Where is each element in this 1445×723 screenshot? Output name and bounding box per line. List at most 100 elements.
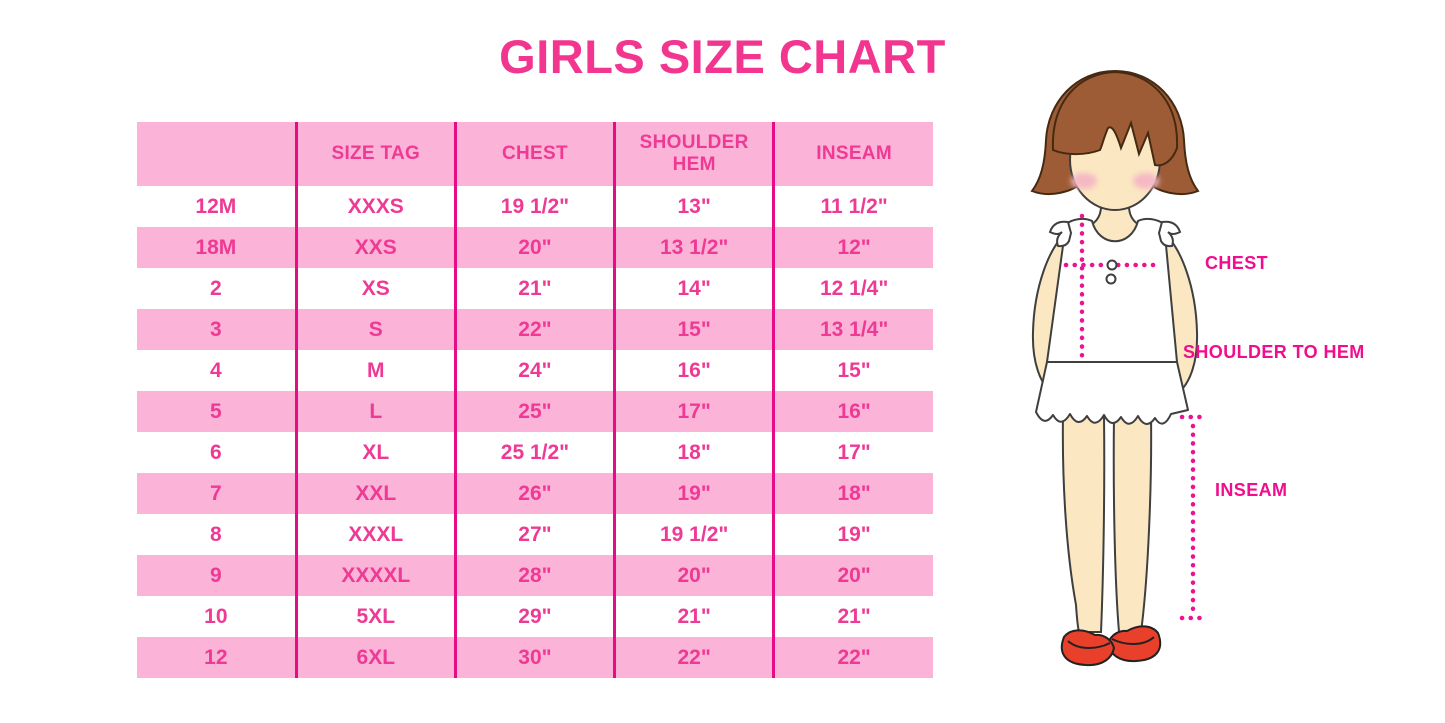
- col-header-shoulder-hem: SHOULDER HEM: [613, 122, 774, 186]
- left-shoe-strap: [1067, 640, 1111, 649]
- size-tag-cell: S: [294, 309, 456, 350]
- inseam-cell: 18": [772, 473, 933, 514]
- chest-cell: 26": [453, 473, 615, 514]
- table-header: SIZE TAG CHEST SHOULDER HEM INSEAM: [137, 122, 933, 186]
- shirt-button: [1106, 259, 1118, 271]
- shoulder-hem-cell: 20": [613, 555, 774, 596]
- table-row: 8 XXXL 27" 19 1/2" 19": [137, 514, 933, 555]
- col-header-inseam: INSEAM: [772, 122, 933, 186]
- shoulder-hem-cell: 18": [613, 432, 774, 473]
- table-row: 12M XXXS 19 1/2" 13" 11 1/2": [137, 186, 933, 227]
- measurement-figure: CHEST SHOULDER TO HEM INSEAM: [1000, 40, 1445, 710]
- table-body: 12M XXXS 19 1/2" 13" 11 1/2" 18M XXS 20"…: [137, 186, 933, 678]
- table-row: 3 S 22" 15" 13 1/4": [137, 309, 933, 350]
- shoulder-hem-cell: 19": [613, 473, 774, 514]
- size-cell: 6: [137, 432, 297, 473]
- size-tag-cell: XXS: [294, 227, 456, 268]
- col-header-chest: CHEST: [453, 122, 615, 186]
- size-tag-cell: M: [294, 350, 456, 391]
- size-tag-cell: XXXL: [294, 514, 456, 555]
- table-row: 10 5XL 29" 21" 21": [137, 596, 933, 637]
- inseam-cell: 16": [772, 391, 933, 432]
- shoulder-hem-cell: 19 1/2": [613, 514, 774, 555]
- col-header-size: [137, 122, 297, 186]
- girl-figure-illustration: [1030, 69, 1209, 667]
- shoulder-hem-cell: 22": [613, 637, 774, 678]
- size-cell: 12M: [137, 186, 297, 227]
- girls-size-table: SIZE TAG CHEST SHOULDER HEM INSEAM 12M X…: [137, 122, 933, 678]
- table-row: 12 6XL 30" 22" 22": [137, 637, 933, 678]
- table-row: 7 XXL 26" 19" 18": [137, 473, 933, 514]
- inseam-cell: 11 1/2": [772, 186, 933, 227]
- skirt: [1035, 361, 1189, 425]
- left-shoulder-ruffle: [1048, 220, 1073, 248]
- size-cell: 9: [137, 555, 297, 596]
- right-blush: [1133, 173, 1159, 189]
- inseam-cell: 12": [772, 227, 933, 268]
- shoulder-hem-cell: 21": [613, 596, 774, 637]
- inseam-cell: 13 1/4": [772, 309, 933, 350]
- col-header-size-tag: SIZE TAG: [294, 122, 456, 186]
- shoulder-hem-cell: 13": [613, 186, 774, 227]
- chest-cell: 19 1/2": [453, 186, 615, 227]
- left-leg: [1061, 414, 1106, 633]
- table-row: 5 L 25" 17" 16": [137, 391, 933, 432]
- chest-cell: 27": [453, 514, 615, 555]
- inseam-cell: 21": [772, 596, 933, 637]
- size-tag-cell: XXXS: [294, 186, 456, 227]
- shoulder-hem-cell: 16": [613, 350, 774, 391]
- size-tag-cell: L: [294, 391, 456, 432]
- shoulder-hem-cell: 17": [613, 391, 774, 432]
- size-cell: 7: [137, 473, 297, 514]
- size-cell: 3: [137, 309, 297, 350]
- size-tag-cell: XXXXL: [294, 555, 456, 596]
- hair-bangs: [1051, 70, 1179, 167]
- size-cell: 12: [137, 637, 297, 678]
- size-cell: 8: [137, 514, 297, 555]
- chest-cell: 24": [453, 350, 615, 391]
- table-row: 6 XL 25 1/2" 18" 17": [137, 432, 933, 473]
- shoulder-hem-cell: 13 1/2": [613, 227, 774, 268]
- size-cell: 4: [137, 350, 297, 391]
- inseam-cell: 15": [772, 350, 933, 391]
- chest-cell: 20": [453, 227, 615, 268]
- size-tag-cell: XXL: [294, 473, 456, 514]
- shoulder-hem-cell: 14": [613, 268, 774, 309]
- size-tag-cell: XL: [294, 432, 456, 473]
- size-cell: 18M: [137, 227, 297, 268]
- right-shoe-strap: [1111, 636, 1155, 645]
- right-leg: [1112, 414, 1153, 633]
- table-row: 4 M 24" 16" 15": [137, 350, 933, 391]
- inseam-cell: 19": [772, 514, 933, 555]
- chest-cell: 25 1/2": [453, 432, 615, 473]
- chest-cell: 25": [453, 391, 615, 432]
- chest-cell: 30": [453, 637, 615, 678]
- inseam-cell: 22": [772, 637, 933, 678]
- chest-cell: 29": [453, 596, 615, 637]
- size-tag-cell: XS: [294, 268, 456, 309]
- inseam-cell: 12 1/4": [772, 268, 933, 309]
- shoulder-to-hem-label: SHOULDER TO HEM: [1183, 342, 1365, 362]
- left-blush: [1071, 173, 1097, 189]
- page-title: GIRLS SIZE CHART: [499, 30, 946, 83]
- chest-label: CHEST: [1205, 253, 1269, 273]
- right-shoulder-ruffle: [1157, 220, 1182, 248]
- inseam-label: INSEAM: [1215, 480, 1288, 500]
- shirt: [1045, 217, 1179, 363]
- table-row: 18M XXS 20" 13 1/2" 12": [137, 227, 933, 268]
- chest-cell: 22": [453, 309, 615, 350]
- shoulder-hem-cell: 15": [613, 309, 774, 350]
- table-row: 2 XS 21" 14" 12 1/4": [137, 268, 933, 309]
- size-tag-cell: 5XL: [294, 596, 456, 637]
- size-cell: 5: [137, 391, 297, 432]
- size-tag-cell: 6XL: [294, 637, 456, 678]
- header-row: SIZE TAG CHEST SHOULDER HEM INSEAM: [137, 122, 933, 186]
- shirt-button: [1105, 273, 1117, 285]
- inseam-cell: 20": [772, 555, 933, 596]
- table-row: 9 XXXXL 28" 20" 20": [137, 555, 933, 596]
- inseam-cell: 17": [772, 432, 933, 473]
- size-cell: 2: [137, 268, 297, 309]
- chest-cell: 21": [453, 268, 615, 309]
- size-cell: 10: [137, 596, 297, 637]
- chest-cell: 28": [453, 555, 615, 596]
